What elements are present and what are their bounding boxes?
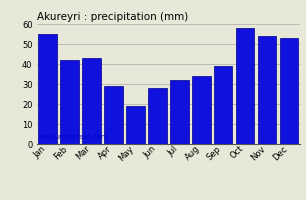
Text: Akureyri : precipitation (mm): Akureyri : precipitation (mm) xyxy=(37,12,188,22)
Bar xyxy=(214,66,233,144)
Bar xyxy=(126,106,145,144)
Bar xyxy=(148,88,167,144)
Bar xyxy=(280,38,298,144)
Bar xyxy=(38,34,57,144)
Bar xyxy=(192,76,211,144)
Text: www.allmetsat.com: www.allmetsat.com xyxy=(39,134,108,140)
Bar xyxy=(82,58,101,144)
Bar xyxy=(236,28,254,144)
Bar xyxy=(60,60,79,144)
Bar xyxy=(104,86,123,144)
Bar xyxy=(258,36,276,144)
Bar xyxy=(170,80,188,144)
